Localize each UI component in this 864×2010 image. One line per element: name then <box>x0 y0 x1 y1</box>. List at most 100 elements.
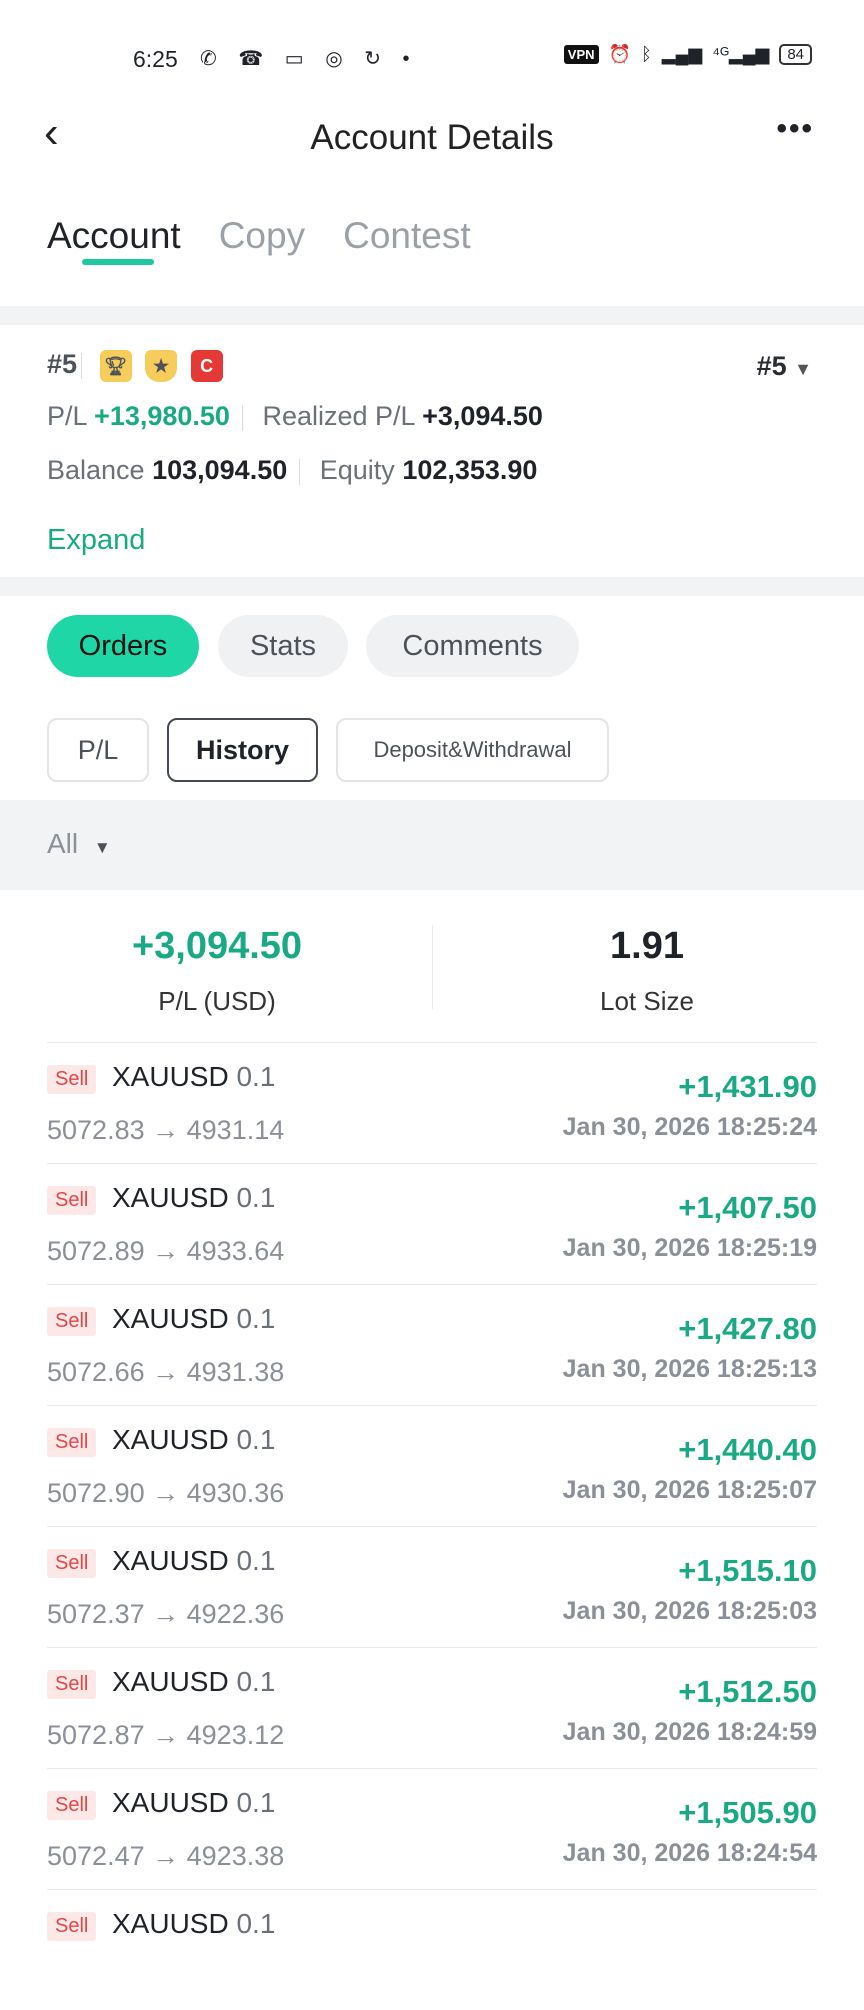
top-tabs: Account Copy Contest <box>47 215 471 257</box>
order-symbol: XAUUSD 0.1 <box>112 1666 275 1698</box>
summary-lot: 1.91 Lot Size <box>477 925 817 1017</box>
active-tab-indicator <box>82 259 154 265</box>
tab-orders[interactable]: Orders <box>47 615 199 677</box>
order-pl: +1,505.90 <box>678 1795 817 1830</box>
filter-deposit-withdrawal[interactable]: Deposit&Withdrawal <box>336 718 609 782</box>
order-symbol: XAUUSD 0.1 <box>112 1787 275 1819</box>
tab-copy[interactable]: Copy <box>218 215 306 256</box>
lot: 0.1 <box>236 1303 276 1334</box>
page-title: Account Details <box>310 118 554 157</box>
order-pl: +1,515.10 <box>678 1553 817 1588</box>
order-prices: 5072.83 → 4931.14 <box>47 1115 284 1146</box>
divider <box>0 306 864 325</box>
order-row[interactable]: Sell XAUUSD 0.1 5072.66 → 4931.38 +1,427.… <box>47 1284 817 1405</box>
side-badge: Sell <box>47 1065 97 1094</box>
order-row[interactable]: Sell XAUUSD 0.1 5072.90 → 4930.36 +1,440.… <box>47 1405 817 1526</box>
tab-account[interactable]: Account <box>47 215 181 256</box>
order-row[interactable]: Sell XAUUSD 0.1 5072.37 → 4922.36 +1,515.… <box>47 1526 817 1647</box>
pl-value: +13,980.50 <box>94 401 230 431</box>
filter-pl[interactable]: P/L <box>47 718 149 782</box>
close-price: 4931.14 <box>186 1115 285 1145</box>
lot: 0.1 <box>236 1182 276 1213</box>
symbol-filter-dropdown[interactable]: All ▼ <box>47 828 111 860</box>
order-row[interactable]: Sell XAUUSD 0.1 5072.89 → 4933.64 +1,407.… <box>47 1163 817 1284</box>
order-row[interactable]: Sell XAUUSD 0.1 5072.83 → 4931.14 +1,431.… <box>47 1042 817 1163</box>
balance-value: 103,094.50 <box>152 455 288 485</box>
arrow-right-icon: → <box>152 1478 180 1508</box>
lot: 0.1 <box>236 1908 276 1939</box>
balance-label: Balance <box>47 455 145 485</box>
order-time: Jan 30, 2026 18:24:54 <box>562 1839 817 1867</box>
symbol: XAUUSD <box>112 1787 229 1818</box>
filter-history[interactable]: History <box>167 718 318 782</box>
order-prices: 5072.89 → 4933.64 <box>47 1236 284 1267</box>
symbol: XAUUSD <box>112 1061 229 1092</box>
order-symbol: XAUUSD 0.1 <box>112 1908 275 1940</box>
summary-pl-label: P/L (USD) <box>158 986 276 1016</box>
order-time: Jan 30, 2026 18:25:24 <box>562 1113 817 1141</box>
close-price: 4933.64 <box>186 1236 285 1266</box>
open-price: 5072.37 <box>47 1599 145 1629</box>
star-badge-icon: ★ <box>145 349 178 382</box>
order-time: Jan 30, 2026 18:25:07 <box>562 1476 817 1504</box>
summary-lot-value: 1.91 <box>610 925 684 967</box>
order-prices: 5072.47 → 4923.38 <box>47 1841 284 1872</box>
realized-label: Realized P/L <box>262 401 415 431</box>
open-price: 5072.89 <box>47 1236 145 1266</box>
side-badge: Sell <box>47 1549 97 1578</box>
symbol: XAUUSD <box>112 1303 229 1334</box>
symbol: XAUUSD <box>112 1666 229 1697</box>
equity-value: 102,353.90 <box>402 455 538 485</box>
arrow-right-icon: → <box>152 1841 180 1871</box>
account-selector[interactable]: #5 ▼ <box>757 351 812 382</box>
more-options-button[interactable]: ••• <box>776 112 814 145</box>
summary-lot-label: Lot Size <box>600 986 694 1016</box>
symbol: XAUUSD <box>112 1908 229 1939</box>
close-price: 4922.36 <box>186 1599 285 1629</box>
open-price: 5072.47 <box>47 1841 145 1871</box>
account-selector-label: #5 <box>756 351 787 381</box>
realized-value: +3,094.50 <box>422 401 543 431</box>
filter-bar: All ▼ <box>0 800 864 890</box>
battery-icon: 84 <box>779 44 812 65</box>
order-prices: 5072.37 → 4922.36 <box>47 1599 284 1630</box>
side-badge: Sell <box>47 1912 97 1941</box>
order-time: Jan 30, 2026 18:24:59 <box>562 1718 817 1746</box>
side-badge: Sell <box>47 1307 97 1336</box>
order-pl: +1,431.90 <box>678 1069 817 1104</box>
expand-link[interactable]: Expand <box>47 524 146 556</box>
c-badge: C <box>190 349 223 382</box>
open-price: 5072.90 <box>47 1478 145 1508</box>
trophy-badge-icon: 🏆︎ <box>99 349 132 382</box>
alarm-icon: ⏰ <box>608 44 631 64</box>
symbol: XAUUSD <box>112 1182 229 1213</box>
tab-stats[interactable]: Stats <box>218 615 348 677</box>
order-row[interactable]: Sell XAUUSD 0.1 <box>47 1889 817 2010</box>
tab-contest[interactable]: Contest <box>343 215 471 256</box>
notification-icons: ✆ ☎ ▭ ◎ ↻ • <box>200 48 418 70</box>
order-time: Jan 30, 2026 18:25:03 <box>562 1597 817 1625</box>
summary-pl-value: +3,094.50 <box>131 925 303 967</box>
arrow-right-icon: → <box>152 1115 180 1145</box>
order-symbol: XAUUSD 0.1 <box>112 1061 275 1093</box>
side-badge: Sell <box>47 1186 97 1215</box>
symbol: XAUUSD <box>112 1424 229 1455</box>
order-symbol: XAUUSD 0.1 <box>112 1182 275 1214</box>
arrow-right-icon: → <box>152 1599 180 1629</box>
signal-icon: ▂▄▆ <box>661 44 703 64</box>
signal-4g-icon: ⁴ᴳ▂▄▆ <box>712 44 770 64</box>
tab-comments[interactable]: Comments <box>366 615 579 677</box>
order-symbol: XAUUSD 0.1 <box>112 1303 275 1335</box>
order-pl: +1,512.50 <box>678 1674 817 1709</box>
side-badge: Sell <box>47 1791 97 1820</box>
order-row[interactable]: Sell XAUUSD 0.1 5072.87 → 4923.12 +1,512.… <box>47 1647 817 1768</box>
back-button[interactable]: ‹ <box>44 108 59 157</box>
order-prices: 5072.87 → 4923.12 <box>47 1720 284 1751</box>
close-price: 4931.38 <box>186 1357 285 1387</box>
lot: 0.1 <box>236 1787 276 1818</box>
arrow-right-icon: → <box>152 1720 180 1750</box>
order-row[interactable]: Sell XAUUSD 0.1 5072.47 → 4923.38 +1,505.… <box>47 1768 817 1889</box>
order-pl: +1,427.80 <box>678 1311 817 1346</box>
vpn-icon: VPN <box>563 45 599 64</box>
arrow-right-icon: → <box>152 1236 180 1266</box>
